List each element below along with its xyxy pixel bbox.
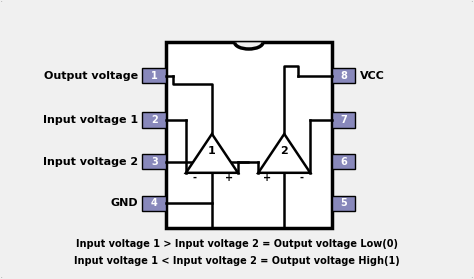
- Text: 8: 8: [340, 71, 347, 81]
- Text: GND: GND: [110, 198, 138, 208]
- Bar: [331, 154, 355, 169]
- Polygon shape: [186, 134, 238, 173]
- Text: 1: 1: [151, 71, 158, 81]
- Text: 7: 7: [340, 115, 346, 125]
- Text: Output voltage: Output voltage: [44, 71, 138, 81]
- Wedge shape: [235, 42, 263, 50]
- Text: 2: 2: [151, 115, 158, 125]
- Text: +: +: [225, 173, 234, 183]
- Text: 3: 3: [151, 157, 158, 167]
- Text: -: -: [300, 173, 304, 183]
- Bar: [331, 68, 355, 83]
- Text: 4: 4: [151, 198, 158, 208]
- Polygon shape: [258, 134, 310, 173]
- Text: VCC: VCC: [360, 71, 385, 81]
- Bar: [143, 154, 166, 169]
- Text: Input voltage 1 > Input voltage 2 = Output voltage Low(0): Input voltage 1 > Input voltage 2 = Outp…: [76, 239, 398, 249]
- Bar: [331, 196, 355, 211]
- Text: 2: 2: [281, 146, 288, 157]
- Text: +: +: [263, 173, 271, 183]
- Text: -: -: [192, 173, 196, 183]
- Bar: [143, 196, 166, 211]
- Text: Input voltage 1 < Input voltage 2 = Output voltage High(1): Input voltage 1 < Input voltage 2 = Outp…: [74, 256, 400, 266]
- Bar: [143, 112, 166, 128]
- Text: Input voltage 1: Input voltage 1: [43, 115, 138, 125]
- Text: 6: 6: [340, 157, 346, 167]
- Text: Input voltage 2: Input voltage 2: [43, 157, 138, 167]
- Bar: [331, 112, 355, 128]
- Text: 5: 5: [340, 198, 346, 208]
- Bar: [143, 68, 166, 83]
- Text: 1: 1: [208, 146, 216, 157]
- Bar: [166, 42, 331, 228]
